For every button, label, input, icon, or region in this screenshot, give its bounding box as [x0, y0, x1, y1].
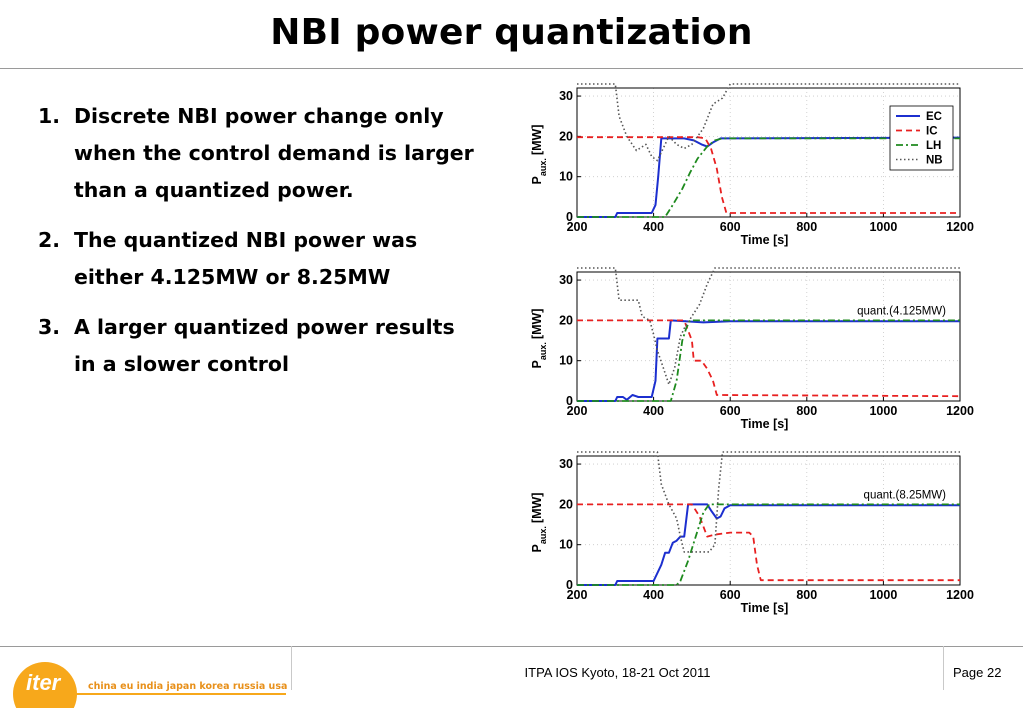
- plot-frame: [576, 271, 961, 402]
- y-tick-label: 10: [559, 354, 573, 368]
- x-tick-label: 200: [567, 588, 588, 602]
- y-axis-label-main: P: [530, 360, 544, 368]
- logo-underline: [26, 693, 286, 695]
- plot-frame: [576, 87, 961, 218]
- series-line-lh: [577, 503, 960, 586]
- footer-divider: [0, 646, 1023, 647]
- bullet-number: 1.: [38, 104, 61, 128]
- chart-quant-4125: 200 400 600 800 1000 1200 0 10 20 30 Time [s] Paux.…: [530, 267, 974, 431]
- footer-separator: [291, 646, 292, 690]
- x-tick-label: 200: [567, 404, 588, 418]
- y-axis-label-unit: [MW]: [530, 493, 544, 524]
- bullet-list: 1. Discrete NBI power change only when t…: [38, 98, 478, 396]
- logo-sun: [13, 662, 77, 708]
- series-line-ec: [577, 319, 960, 402]
- x-tick-label: 1200: [946, 220, 974, 234]
- series-line-ic: [577, 319, 961, 398]
- x-tick-label: 400: [643, 220, 664, 234]
- legend-label: NB: [926, 155, 943, 167]
- x-tick-label: 600: [720, 588, 741, 602]
- x-tick-label: 800: [796, 220, 817, 234]
- y-tick-label: 0: [566, 394, 573, 408]
- y-axis-label-sub: aux.: [538, 158, 548, 176]
- x-axis-label: Time [s]: [741, 233, 789, 247]
- x-tick-label: 1000: [869, 220, 897, 234]
- chart-quant-825: 200 400 600 800 1000 1200 0 10 20 30 Time [s] Paux.…: [530, 451, 974, 615]
- legend-label: EC: [926, 111, 942, 123]
- y-tick-label: 20: [559, 497, 573, 511]
- y-axis-label-sub: aux.: [538, 342, 548, 360]
- y-tick-label: 20: [559, 313, 573, 327]
- x-tick-label: 1200: [946, 404, 974, 418]
- logo-tagline: china eu india japan korea russia usa: [88, 681, 287, 692]
- plot-frame: [576, 455, 961, 586]
- bullet-text: A larger quantized power results in a sl…: [74, 315, 455, 376]
- series-line-ic: [577, 136, 960, 214]
- bullet-item: 2. The quantized NBI power was either 4.…: [38, 222, 478, 296]
- y-axis-label-main: P: [530, 544, 544, 552]
- x-tick-label: 600: [720, 404, 741, 418]
- y-tick-label: 30: [559, 273, 573, 287]
- series-line-lh: [577, 319, 960, 402]
- series-line-nb: [577, 83, 960, 162]
- x-tick-label: 400: [643, 588, 664, 602]
- slide-title: NBI power quantization: [270, 12, 753, 53]
- x-tick-label: 800: [796, 588, 817, 602]
- series-line-nb: [577, 267, 960, 386]
- series-line-nb: [577, 451, 960, 553]
- y-tick-label: 10: [559, 538, 573, 552]
- title-divider: [0, 68, 1023, 69]
- x-axis-label: Time [s]: [741, 417, 789, 431]
- quantization-annotation: quant.(8.25MW): [864, 489, 947, 501]
- chart-ec-ic-lh-nb: 200 400 600 800 1000 1200 0 10 20 30 Time [s] Paux.…: [530, 83, 974, 247]
- y-axis-label-unit: [MW]: [530, 309, 544, 340]
- y-tick-label: 30: [559, 89, 573, 103]
- bullet-item: 3. A larger quantized power results in a…: [38, 309, 478, 383]
- iter-logo: iter china eu india japan korea russia u…: [13, 662, 287, 708]
- y-axis-label: Paux. [MW]: [530, 125, 548, 185]
- series-line-lh: [577, 137, 960, 218]
- page-number: Page 22: [953, 665, 1002, 680]
- x-tick-label: 1200: [946, 588, 974, 602]
- x-axis-label: Time [s]: [741, 601, 789, 615]
- quantization-annotation: quant.(4.125MW): [857, 305, 946, 317]
- y-axis-label: Paux. [MW]: [530, 493, 548, 553]
- y-tick-label: 0: [566, 210, 573, 224]
- x-tick-label: 800: [796, 404, 817, 418]
- y-axis-label: Paux. [MW]: [530, 309, 548, 369]
- y-tick-label: 0: [566, 578, 573, 592]
- y-axis-label-unit: [MW]: [530, 125, 544, 156]
- x-tick-label: 1000: [869, 588, 897, 602]
- x-tick-label: 200: [567, 220, 588, 234]
- y-axis-label-main: P: [530, 176, 544, 184]
- x-tick-label: 1000: [869, 404, 897, 418]
- bullet-number: 2.: [38, 228, 61, 252]
- y-axis-label-sub: aux.: [538, 526, 548, 544]
- legend-label: IC: [926, 126, 938, 138]
- bullet-text: Discrete NBI power change only when the …: [74, 104, 474, 202]
- logo-word: iter: [26, 670, 62, 695]
- y-tick-label: 20: [559, 129, 573, 143]
- legend-label: LH: [926, 140, 941, 152]
- x-tick-label: 600: [720, 220, 741, 234]
- series-line-ec: [577, 503, 960, 586]
- footer-event: ITPA IOS Kyoto, 18-21 Oct 2011: [524, 665, 711, 680]
- footer-separator: [943, 646, 944, 690]
- bullet-number: 3.: [38, 315, 61, 339]
- series-line-ic: [577, 503, 960, 582]
- y-tick-label: 30: [559, 457, 573, 471]
- bullet-item: 1. Discrete NBI power change only when t…: [38, 98, 478, 209]
- bullet-text: The quantized NBI power was either 4.125…: [74, 228, 418, 289]
- x-tick-label: 400: [643, 404, 664, 418]
- y-tick-label: 10: [559, 170, 573, 184]
